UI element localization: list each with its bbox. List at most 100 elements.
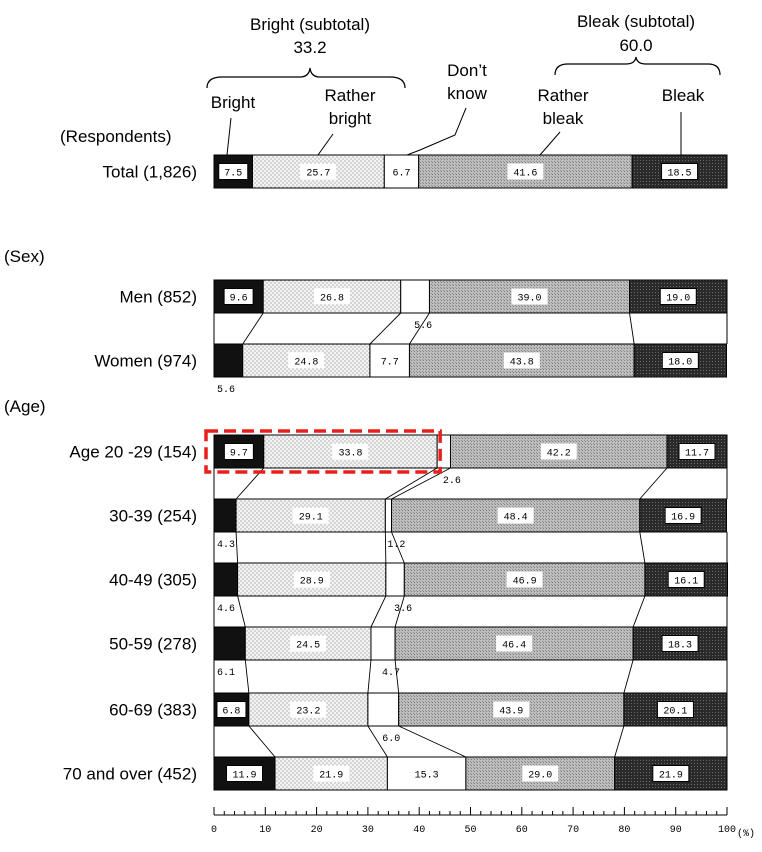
external-value-label: 4.3 bbox=[217, 540, 235, 551]
segment-connector bbox=[639, 467, 668, 500]
bar-segment bbox=[639, 498, 727, 533]
bar-row: 70 and over (452) 11.9 21.9 15.3 29.0 21.9 bbox=[63, 756, 728, 791]
segment-connector bbox=[242, 312, 264, 345]
value-label-box bbox=[496, 635, 533, 652]
bar-row: Age 20 -29 (154) 9.7 33.8 42.2 11.7 bbox=[69, 434, 728, 469]
pointer-dont-know bbox=[406, 107, 467, 156]
bar-rows: Total (1,826) 7.5 25.7 6.7 41.6 18.5 Men (852)… bbox=[63, 154, 729, 791]
value-label-box bbox=[656, 701, 694, 718]
legend-rather-bright-1: Rather bbox=[324, 86, 375, 105]
value-label: 25.7 bbox=[306, 169, 330, 180]
value-label: 18.0 bbox=[668, 358, 692, 369]
value-label-box bbox=[661, 163, 699, 180]
bar-segment bbox=[213, 343, 244, 378]
value-label-box bbox=[664, 507, 702, 524]
bar-segment bbox=[400, 279, 430, 314]
segment-connector bbox=[385, 467, 438, 500]
x-tick-label: 40 bbox=[413, 825, 425, 836]
value-label-box bbox=[218, 163, 249, 180]
x-tick-label: 50 bbox=[464, 825, 476, 836]
section-sex-label: (Sex) bbox=[4, 247, 45, 266]
bar-row: 30-39 (254) 29.1 48.4 16.9 bbox=[109, 498, 727, 533]
bar-segment bbox=[385, 562, 405, 597]
bar-row: 40-49 (305) 28.9 46.9 16.1 bbox=[109, 562, 729, 597]
row-label: 40-49 (305) bbox=[109, 571, 197, 590]
value-label: 9.6 bbox=[230, 294, 248, 305]
value-label: 11.7 bbox=[685, 449, 709, 460]
external-value-label: 6.1 bbox=[217, 668, 235, 679]
value-label: 33.8 bbox=[338, 449, 362, 460]
value-label: 46.9 bbox=[513, 577, 537, 588]
x-tick-label: 70 bbox=[567, 825, 579, 836]
external-value-label: 3.6 bbox=[394, 604, 412, 615]
segment-connector bbox=[370, 595, 387, 628]
value-label-box bbox=[223, 443, 254, 460]
value-label-box bbox=[223, 288, 254, 305]
value-label: 6.7 bbox=[392, 169, 410, 180]
value-label-box bbox=[511, 288, 548, 305]
bleak-subtotal-brace bbox=[554, 56, 721, 76]
value-label-box bbox=[375, 352, 405, 369]
value-label: 16.9 bbox=[671, 513, 695, 524]
value-label-box bbox=[506, 571, 543, 588]
segment-connector bbox=[369, 312, 402, 345]
highlight-box bbox=[204, 429, 442, 474]
bar-segment bbox=[384, 498, 392, 533]
value-label-box bbox=[387, 163, 417, 180]
value-label-box bbox=[332, 443, 369, 460]
x-axis-unit: (%) bbox=[737, 828, 755, 840]
bar-row: Women (974) 24.8 7.7 43.8 18.0 bbox=[94, 343, 727, 378]
subtotal-bleak-value: 60.0 bbox=[619, 36, 652, 55]
segment-connector bbox=[367, 659, 372, 694]
segment-connector bbox=[614, 725, 625, 758]
value-label: 43.9 bbox=[499, 707, 523, 718]
value-label: 23.2 bbox=[296, 707, 320, 718]
external-value-label: 4.7 bbox=[382, 668, 400, 679]
bar-row: Men (852) 9.6 26.8 39.0 19.0 bbox=[120, 279, 728, 314]
segment-connector bbox=[409, 312, 430, 345]
value-label-box bbox=[293, 571, 330, 588]
segment-connector bbox=[391, 531, 405, 564]
value-label: 18.3 bbox=[668, 641, 692, 652]
segment-connector bbox=[632, 595, 646, 628]
bar-segment bbox=[244, 626, 372, 661]
legend-rather-bleak-1: Rather bbox=[537, 86, 588, 105]
value-label: 6.8 bbox=[222, 707, 240, 718]
legend-rather-bleak-2: bleak bbox=[543, 109, 584, 128]
pointer-bright bbox=[226, 117, 232, 156]
value-label-box bbox=[497, 507, 534, 524]
value-label-box bbox=[216, 701, 247, 718]
subtotal-bright-value: 33.2 bbox=[293, 38, 326, 57]
x-tick-label: 30 bbox=[362, 825, 374, 836]
value-label-box bbox=[290, 701, 327, 718]
pointer-rather-bright bbox=[317, 133, 334, 156]
value-label: 19.0 bbox=[666, 294, 690, 305]
row-label: 30-39 (254) bbox=[109, 507, 197, 526]
external-value-label: 4.6 bbox=[217, 604, 235, 615]
value-label-box bbox=[540, 443, 577, 460]
value-label: 7.7 bbox=[381, 358, 399, 369]
segment-connector bbox=[639, 531, 646, 564]
x-tick-label: 100 bbox=[718, 825, 736, 836]
row-label: Age 20 -29 (154) bbox=[69, 443, 197, 462]
value-label-box bbox=[661, 635, 699, 652]
value-label: 15.3 bbox=[415, 771, 439, 782]
segment-connector bbox=[623, 659, 634, 694]
value-label: 11.9 bbox=[233, 771, 257, 782]
bright-subtotal-brace bbox=[206, 67, 406, 89]
x-tick-label: 60 bbox=[516, 825, 528, 836]
value-label-box bbox=[667, 571, 705, 588]
bar-segment bbox=[262, 279, 402, 314]
value-label-box bbox=[408, 765, 445, 782]
value-label-box bbox=[290, 635, 327, 652]
bar-segment bbox=[213, 562, 239, 597]
external-value-label: 6.0 bbox=[382, 734, 400, 745]
segment-connector bbox=[367, 725, 388, 758]
value-label-box bbox=[507, 163, 544, 180]
value-label-box bbox=[313, 288, 350, 305]
value-label: 29.1 bbox=[299, 513, 323, 524]
segment-connector bbox=[384, 531, 387, 564]
value-label: 24.5 bbox=[296, 641, 320, 652]
bar-segment bbox=[367, 692, 400, 727]
value-label: 42.2 bbox=[547, 449, 571, 460]
